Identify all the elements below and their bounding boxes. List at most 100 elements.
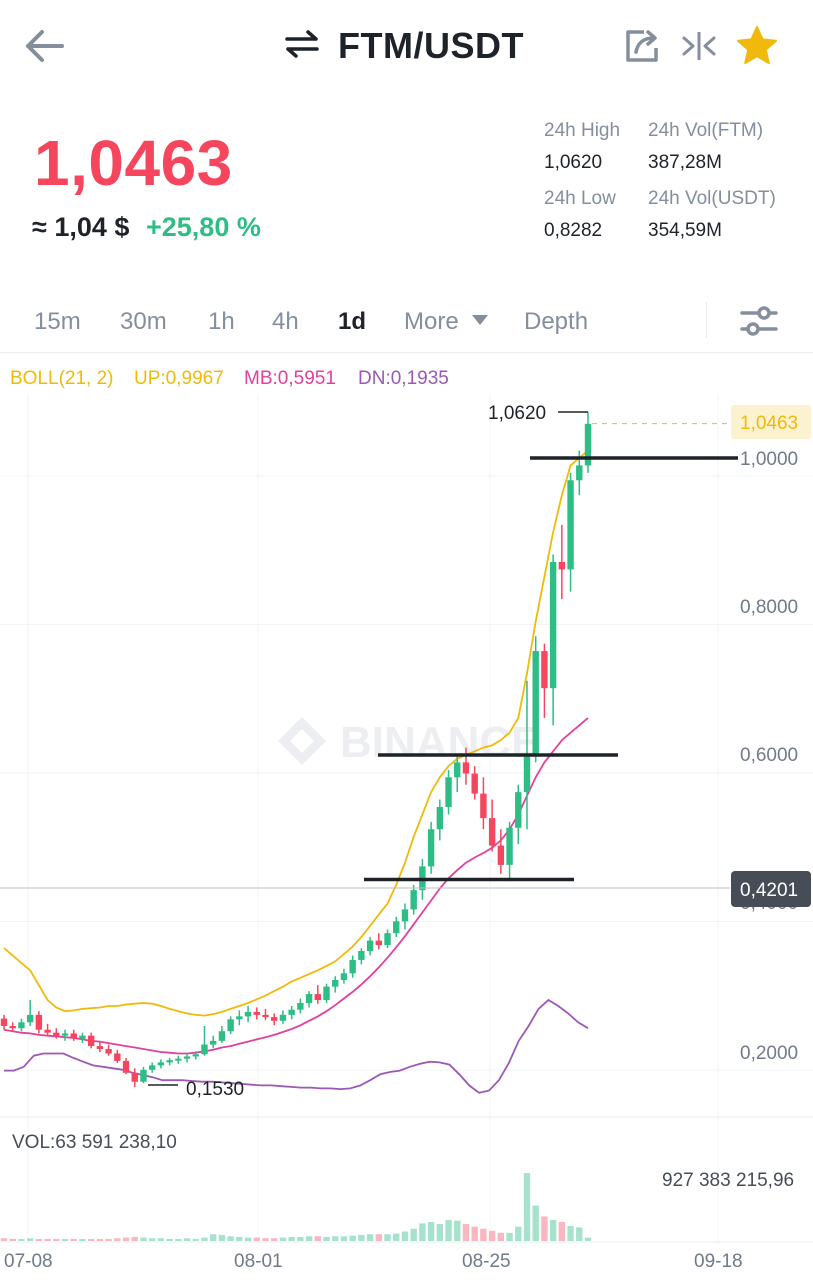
candle-down <box>122 1060 130 1073</box>
binance-logo-icon <box>278 717 326 765</box>
volume-bar <box>0 1238 8 1241</box>
candle-up <box>201 1044 208 1055</box>
volume-bar <box>244 1237 252 1241</box>
tab-30m[interactable]: 30m <box>120 308 167 335</box>
candle-down <box>253 1011 260 1015</box>
crosshair-price-tag <box>731 871 811 907</box>
candle-up <box>26 1014 34 1023</box>
back-arrow-icon[interactable] <box>22 26 66 66</box>
vol-usdt-label: 24h Vol(USDT) <box>648 188 776 209</box>
tab-more-label: More <box>404 308 459 335</box>
candle-down <box>87 1035 95 1047</box>
volume-bar <box>166 1238 173 1241</box>
price-change: +25,80 % <box>146 212 261 242</box>
candle-up <box>427 829 435 867</box>
volume-bar <box>358 1234 365 1241</box>
tab-depth[interactable]: Depth <box>524 308 589 335</box>
volume-bar <box>419 1223 426 1241</box>
star-icon[interactable] <box>735 24 779 68</box>
volume-bar <box>488 1230 496 1241</box>
candle-up <box>323 986 330 1001</box>
volume-bar <box>253 1237 260 1241</box>
tab-1h[interactable]: 1h <box>208 308 235 335</box>
candle-up <box>349 959 356 974</box>
candle-up <box>79 1035 86 1039</box>
boll-up: UP:0,9967 <box>134 368 224 389</box>
candle-down <box>96 1046 104 1050</box>
candlestick-chart[interactable]: BINANCE 1,0620 0,1530 1,0000 0,8000 0,6000 0,… <box>0 395 813 1280</box>
candle-up <box>332 979 339 987</box>
compare-icon[interactable] <box>680 28 718 64</box>
candle-up <box>157 1062 165 1066</box>
candle-up <box>393 921 400 934</box>
volume-bar <box>427 1221 435 1241</box>
candle-down <box>0 1018 8 1027</box>
volume-bar <box>9 1238 16 1241</box>
swap-arrows-icon <box>284 29 320 64</box>
volume-bar <box>140 1237 147 1241</box>
candle-down <box>131 1072 138 1082</box>
vol-ftm-label: 24h Vol(FTM) <box>648 120 764 141</box>
candle-up <box>227 1019 234 1032</box>
candle-down <box>44 1029 51 1033</box>
volume-bar <box>70 1238 77 1241</box>
candle-up <box>436 806 444 830</box>
candle-down <box>314 994 321 1001</box>
candle-up <box>515 792 522 828</box>
volume-bar <box>340 1236 348 1241</box>
candle-up <box>18 1022 25 1029</box>
divider <box>0 352 813 353</box>
y-tick-label: 0,8000 <box>740 597 798 618</box>
tab-divider <box>706 302 707 338</box>
volume-bar <box>515 1226 522 1241</box>
x-tick-label: 09-18 <box>694 1251 743 1272</box>
x-tick-label: 08-01 <box>234 1251 283 1272</box>
pair-selector[interactable]: FTM/USDT <box>284 24 524 68</box>
volume-bar <box>96 1238 104 1241</box>
candle-up <box>236 1016 243 1020</box>
volume-bar <box>541 1216 548 1241</box>
candle-up <box>279 1014 287 1021</box>
volume-bar <box>35 1238 43 1241</box>
volume-bar <box>393 1233 400 1241</box>
candle-up <box>192 1054 199 1057</box>
volume-label: VOL:63 591 238,10 <box>12 1132 177 1153</box>
x-tick-label: 08-25 <box>462 1251 511 1272</box>
volume-bar <box>227 1236 234 1241</box>
volume-bar <box>558 1221 566 1241</box>
candle-up <box>140 1069 147 1082</box>
usd-price: ≈ 1,04 $ <box>32 212 130 242</box>
candle-up <box>567 480 574 570</box>
volume-bar <box>53 1238 60 1241</box>
volume-bar <box>410 1228 417 1241</box>
volume-bar <box>288 1236 295 1241</box>
volume-bar <box>305 1236 313 1241</box>
volume-bar <box>384 1234 391 1241</box>
volume-bar <box>462 1224 470 1241</box>
candle-down <box>558 561 566 570</box>
volume-bar <box>279 1237 287 1241</box>
candle-up <box>209 1040 217 1045</box>
tab-1d[interactable]: 1d <box>338 308 367 335</box>
volume-bar <box>445 1219 452 1241</box>
tab-more[interactable]: More <box>404 308 489 336</box>
volume-bar <box>549 1219 557 1241</box>
candle-down <box>471 773 478 794</box>
tab-15m[interactable]: 15m <box>34 308 81 335</box>
share-icon[interactable] <box>622 26 662 66</box>
sliders-icon[interactable] <box>738 302 780 340</box>
tab-4h[interactable]: 4h <box>272 308 299 335</box>
volume-bar <box>297 1236 304 1241</box>
volume-bar <box>105 1238 112 1241</box>
candle-down <box>114 1053 121 1061</box>
candle-down <box>271 1017 278 1021</box>
current-price-tag-label: 1,0463 <box>740 413 798 434</box>
volume-bar <box>87 1238 95 1241</box>
candle-up <box>410 890 417 910</box>
volume-bar <box>523 1173 531 1241</box>
watermark: BINANCE <box>340 718 540 767</box>
candle-up <box>532 651 539 755</box>
volume-bar <box>209 1234 217 1241</box>
candle-down <box>480 793 487 819</box>
boll-middle-line <box>3 717 589 1055</box>
